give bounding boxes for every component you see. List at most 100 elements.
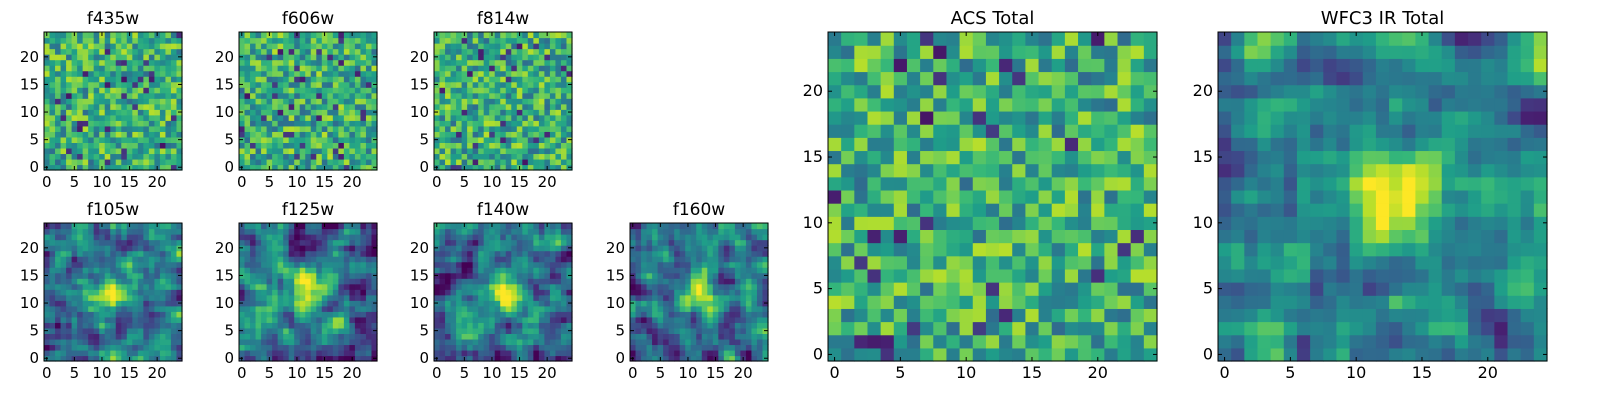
heatmap-cell: [516, 327, 523, 334]
heatmap-cell: [44, 103, 51, 110]
x-tick-label: 5: [460, 173, 470, 191]
heatmap-cell: [544, 256, 551, 263]
heatmap-cell: [751, 261, 758, 268]
heatmap-cell: [439, 256, 446, 263]
heatmap-cell: [560, 109, 568, 116]
heatmap-cells: [44, 223, 183, 362]
heatmap-cell: [880, 216, 895, 230]
heatmap-cell: [143, 245, 150, 252]
heatmap-cell: [310, 261, 317, 268]
heatmap-cell: [516, 54, 523, 61]
heatmap-cell: [77, 87, 84, 94]
heatmap-cell: [723, 300, 730, 307]
heatmap-cell: [277, 311, 284, 318]
heatmap-cell: [154, 153, 161, 160]
heatmap-cell: [365, 114, 373, 121]
heatmap-cell: [668, 294, 675, 301]
heatmap-cell: [483, 65, 490, 72]
heatmap-cell: [527, 283, 534, 290]
heatmap-cell: [652, 267, 659, 274]
heatmap-cell: [261, 239, 268, 246]
heatmap-cell: [99, 338, 106, 346]
heatmap-cell: [729, 239, 736, 246]
heatmap-cell: [137, 245, 144, 252]
heatmap-cell: [360, 153, 367, 160]
heatmap-cell: [360, 70, 367, 77]
heatmap-cell: [159, 261, 167, 268]
heatmap-cell: [538, 109, 545, 116]
heatmap-cell: [511, 65, 518, 72]
heatmap-cell: [299, 305, 306, 312]
heatmap-cell: [277, 142, 284, 149]
heatmap-cell: [104, 98, 111, 105]
heatmap-cell: [310, 245, 317, 252]
heatmap-cell: [88, 261, 95, 268]
heatmap-cell: [635, 261, 642, 268]
heatmap-cell: [66, 147, 73, 155]
heatmap-cell: [176, 223, 183, 230]
heatmap-cell: [332, 322, 339, 329]
heatmap-cell: [538, 120, 545, 127]
heatmap-cell: [170, 250, 178, 257]
heatmap-cell: [121, 32, 128, 39]
heatmap-cell: [277, 65, 284, 72]
heatmap-cell: [555, 147, 562, 155]
heatmap-cell: [165, 234, 172, 241]
heatmap-cell: [549, 305, 557, 312]
heatmap-cell: [288, 300, 295, 307]
heatmap-cell: [244, 103, 251, 110]
heatmap-cell: [55, 98, 62, 105]
heatmap-cell: [500, 136, 507, 143]
heatmap-cell: [365, 245, 373, 252]
heatmap-cell: [734, 228, 741, 235]
heatmap-cell: [723, 223, 730, 230]
heatmap-cell: [338, 250, 345, 257]
heatmap-cell: [544, 147, 551, 155]
heatmap-cell: [1025, 308, 1040, 323]
heatmap-cell: [321, 147, 328, 155]
heatmap-cell: [294, 305, 301, 312]
heatmap-cell: [1117, 255, 1132, 270]
heatmap-cell: [266, 338, 273, 346]
heatmap-cell: [239, 125, 246, 132]
heatmap-cell: [985, 308, 1000, 323]
heatmap-cell: [338, 283, 345, 290]
heatmap-cell: [718, 333, 725, 340]
heatmap-cell: [751, 267, 758, 274]
heatmap-cell: [906, 163, 921, 178]
heatmap-cell: [985, 242, 1000, 257]
heatmap-cell: [159, 289, 167, 296]
heatmap-cell: [115, 294, 122, 301]
heatmap-cell: [321, 283, 328, 290]
heatmap-cell: [354, 54, 362, 61]
heatmap-cell: [685, 344, 692, 351]
heatmap-cell: [434, 87, 441, 94]
heatmap-cell: [288, 92, 295, 99]
heatmap-cell: [467, 54, 474, 61]
heatmap-cell: [555, 245, 562, 252]
heatmap-cell: [261, 142, 268, 149]
heatmap-cell: [165, 114, 172, 121]
heatmap-cell: [82, 267, 89, 274]
heatmap-cell: [154, 158, 161, 166]
heatmap-cell: [354, 333, 362, 340]
heatmap-cell: [560, 59, 568, 66]
heatmap-cell: [354, 158, 362, 166]
heatmap-cell: [299, 355, 306, 362]
heatmap-cell: [456, 81, 463, 88]
heatmap-cell: [143, 333, 150, 340]
heatmap-cell: [338, 114, 345, 121]
heatmap-cell: [154, 311, 161, 318]
heatmap-cell: [555, 344, 562, 351]
heatmap-cell: [371, 239, 378, 246]
heatmap-cell: [516, 81, 523, 88]
heatmap-cell: [959, 176, 974, 191]
heatmap-cell: [272, 344, 279, 351]
heatmap-cell: [1064, 308, 1079, 323]
heatmap-cell: [82, 125, 89, 132]
heatmap-cell: [365, 120, 373, 127]
heatmap-cell: [494, 283, 501, 290]
heatmap-cell: [154, 43, 161, 50]
heatmap-cell: [110, 131, 117, 138]
heatmap-cell: [272, 109, 279, 116]
